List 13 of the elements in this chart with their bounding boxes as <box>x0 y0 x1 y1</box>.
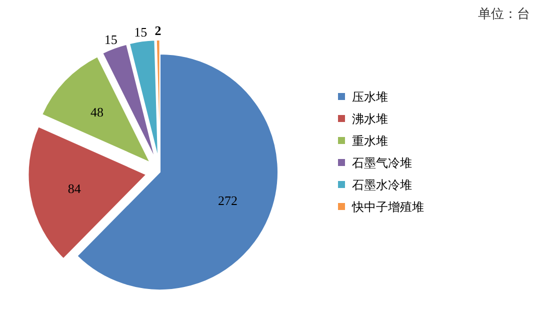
legend-label: 压水堆 <box>352 90 388 104</box>
legend-label: 快中子增殖堆 <box>351 200 424 214</box>
data-label: 15 <box>104 32 118 47</box>
data-label: 272 <box>218 192 238 208</box>
data-label: 15 <box>134 24 148 40</box>
legend-label: 沸水堆 <box>352 112 388 126</box>
legend-label: 石墨气冷堆 <box>352 156 412 170</box>
data-label: 48 <box>90 104 104 120</box>
legend-label: 重水堆 <box>352 134 388 148</box>
data-label: 84 <box>68 181 82 196</box>
legend-label: 石墨水冷堆 <box>352 178 412 192</box>
data-label: 2 <box>154 23 162 38</box>
text: 单位：台 <box>478 6 530 21</box>
